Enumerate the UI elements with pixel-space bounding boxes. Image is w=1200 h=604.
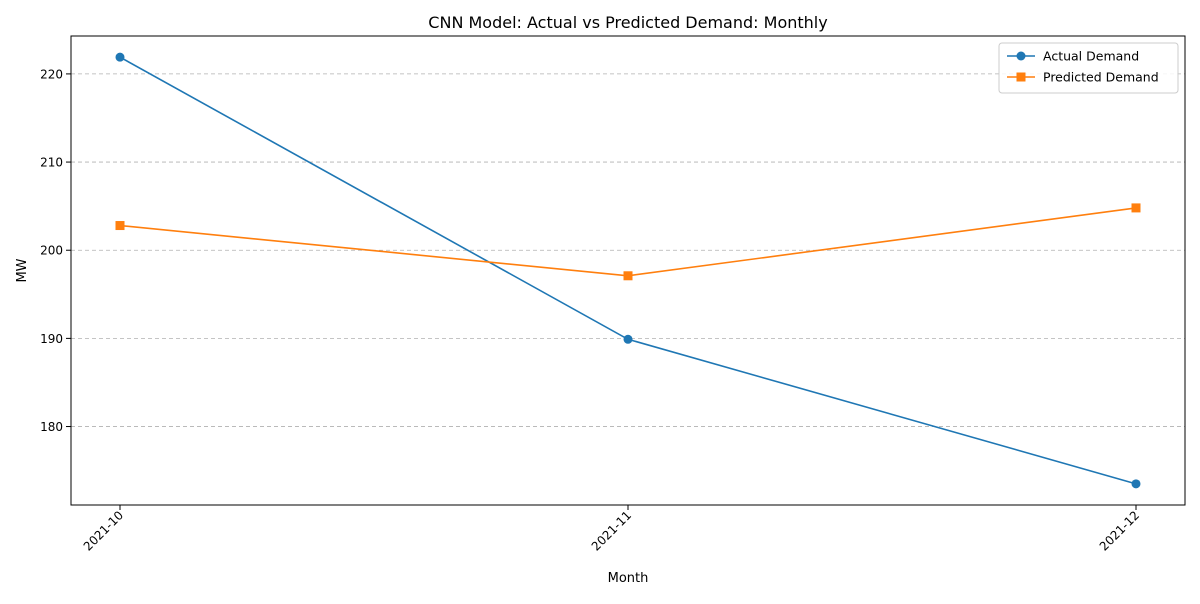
plot-frame (70, 35, 1186, 506)
y-tick-label: 220 (40, 67, 63, 81)
y-tick-label: 200 (40, 244, 63, 258)
x-tick-label: 2021-10 (81, 508, 126, 553)
legend-label: Actual Demand (1043, 49, 1139, 64)
legend-marker (1016, 51, 1026, 61)
x-tick-label: 2021-11 (589, 508, 634, 553)
legend-label: Predicted Demand (1043, 70, 1159, 85)
axis-layer: 180 190 200 210 220 2021-10 2021-11 2021-12 (40, 67, 1142, 553)
data-point (115, 52, 125, 62)
y-axis-label: MW (15, 258, 30, 282)
y-tick-label: 180 (40, 420, 63, 434)
data-point (623, 271, 633, 281)
grid-layer (71, 73, 1185, 427)
chart-title: CNN Model: Actual vs Predicted Demand: M… (428, 13, 827, 32)
legend-marker (1016, 72, 1026, 82)
x-axis-label: Month (608, 571, 649, 586)
data-point (623, 334, 633, 344)
series-line (119, 207, 1137, 277)
series-line (119, 56, 1137, 485)
data-point (115, 221, 125, 231)
data-point (1131, 479, 1141, 489)
legend-box (998, 42, 1179, 94)
y-tick-label: 190 (40, 332, 63, 346)
series-layer (115, 52, 1141, 489)
data-point (1131, 203, 1141, 213)
y-tick-label: 210 (40, 156, 63, 170)
x-tick-label: 2021-12 (1097, 508, 1142, 553)
legend: Actual Demand Predicted Demand (998, 42, 1179, 94)
